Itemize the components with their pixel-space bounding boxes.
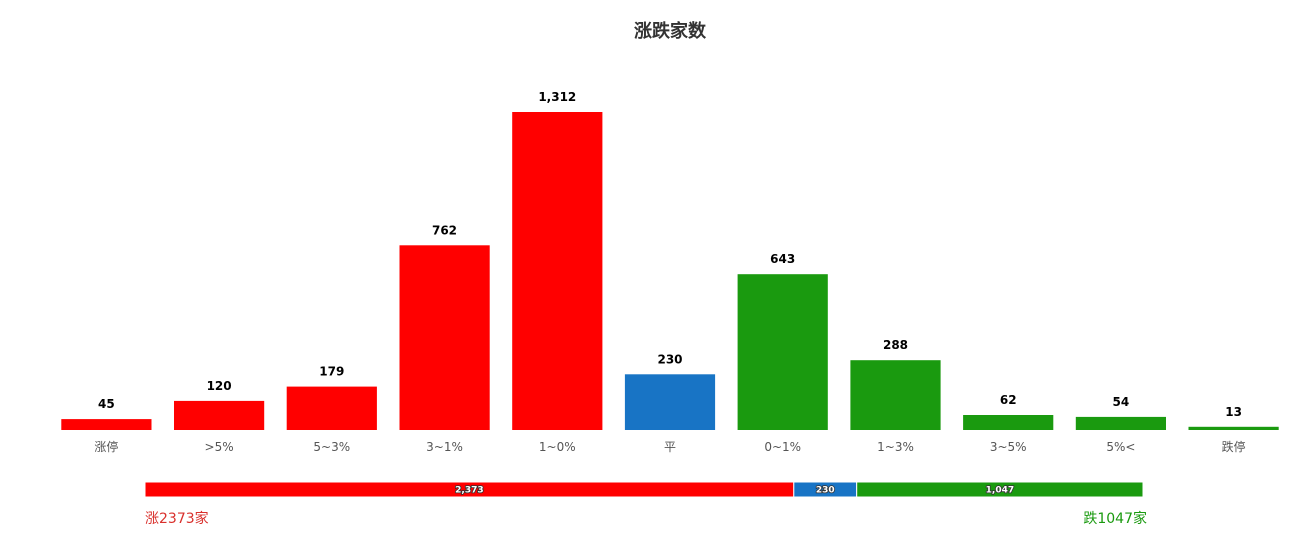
x-tick-label-0: 涨停 — [94, 439, 118, 454]
bar-value-label-5: 230 — [657, 352, 682, 366]
bar-value-label-8: 62 — [1000, 393, 1017, 407]
bar-value-label-1: 120 — [207, 379, 232, 393]
x-tick-label-1: >5% — [205, 440, 234, 454]
bar-1 — [174, 400, 265, 430]
rise-count-text: 涨2373家 — [145, 510, 209, 527]
bar-value-labels: 45 120 179 762 1,312 230 643 288 62 54 13 — [98, 90, 1242, 419]
bar-value-label-0: 45 — [98, 397, 115, 411]
x-tick-label-9: 5%< — [1106, 440, 1135, 454]
bar-4 — [512, 112, 603, 430]
bar-value-label-10: 13 — [1225, 405, 1242, 419]
bar-2 — [286, 386, 377, 430]
bar-value-label-9: 54 — [1113, 395, 1130, 409]
bar-series — [61, 112, 1279, 430]
x-tick-label-5: 平 — [664, 440, 676, 454]
x-tick-label-8: 3~5% — [990, 440, 1027, 454]
bar-9 — [1075, 416, 1166, 430]
chart-title: 涨跌家数 — [634, 20, 707, 42]
bar-value-label-6: 643 — [770, 252, 795, 266]
x-tick-label-4: 1~0% — [539, 440, 576, 454]
x-tick-label-2: 5~3% — [313, 440, 350, 454]
summary-segment-label-0: 2,373 — [455, 486, 483, 496]
x-tick-label-7: 1~3% — [877, 440, 914, 454]
bar-0 — [61, 419, 152, 430]
bar-10 — [1188, 426, 1279, 430]
x-tick-label-10: 跌停 — [1222, 439, 1246, 454]
bar-value-label-4: 1,312 — [538, 90, 576, 104]
bar-7 — [850, 360, 941, 430]
bar-8 — [963, 415, 1054, 430]
bar-value-label-7: 288 — [883, 338, 908, 352]
x-tick-label-6: 0~1% — [764, 440, 801, 454]
summary-segment-label-2: 1,047 — [986, 486, 1014, 496]
bar-value-label-3: 762 — [432, 223, 457, 237]
bar-5 — [624, 374, 716, 430]
bar-6 — [737, 274, 828, 430]
x-axis-tick-labels: 涨停 >5% 5~3% 3~1% 1~0% 平 0~1% 1~3% 3~5% 5%< 跌停 — [94, 439, 1245, 454]
bar-3 — [399, 245, 490, 430]
summary-segment-labels: 2,373 230 1,047 — [454, 485, 1015, 497]
summary-stacked-bar — [144, 481, 1144, 498]
summary-segment-2 — [856, 481, 1144, 498]
x-tick-label-3: 3~1% — [426, 440, 463, 454]
fall-count-text: 跌1047家 — [1083, 510, 1147, 527]
bar-value-label-2: 179 — [319, 365, 344, 379]
summary-segment-label-1: 230 — [816, 486, 835, 496]
